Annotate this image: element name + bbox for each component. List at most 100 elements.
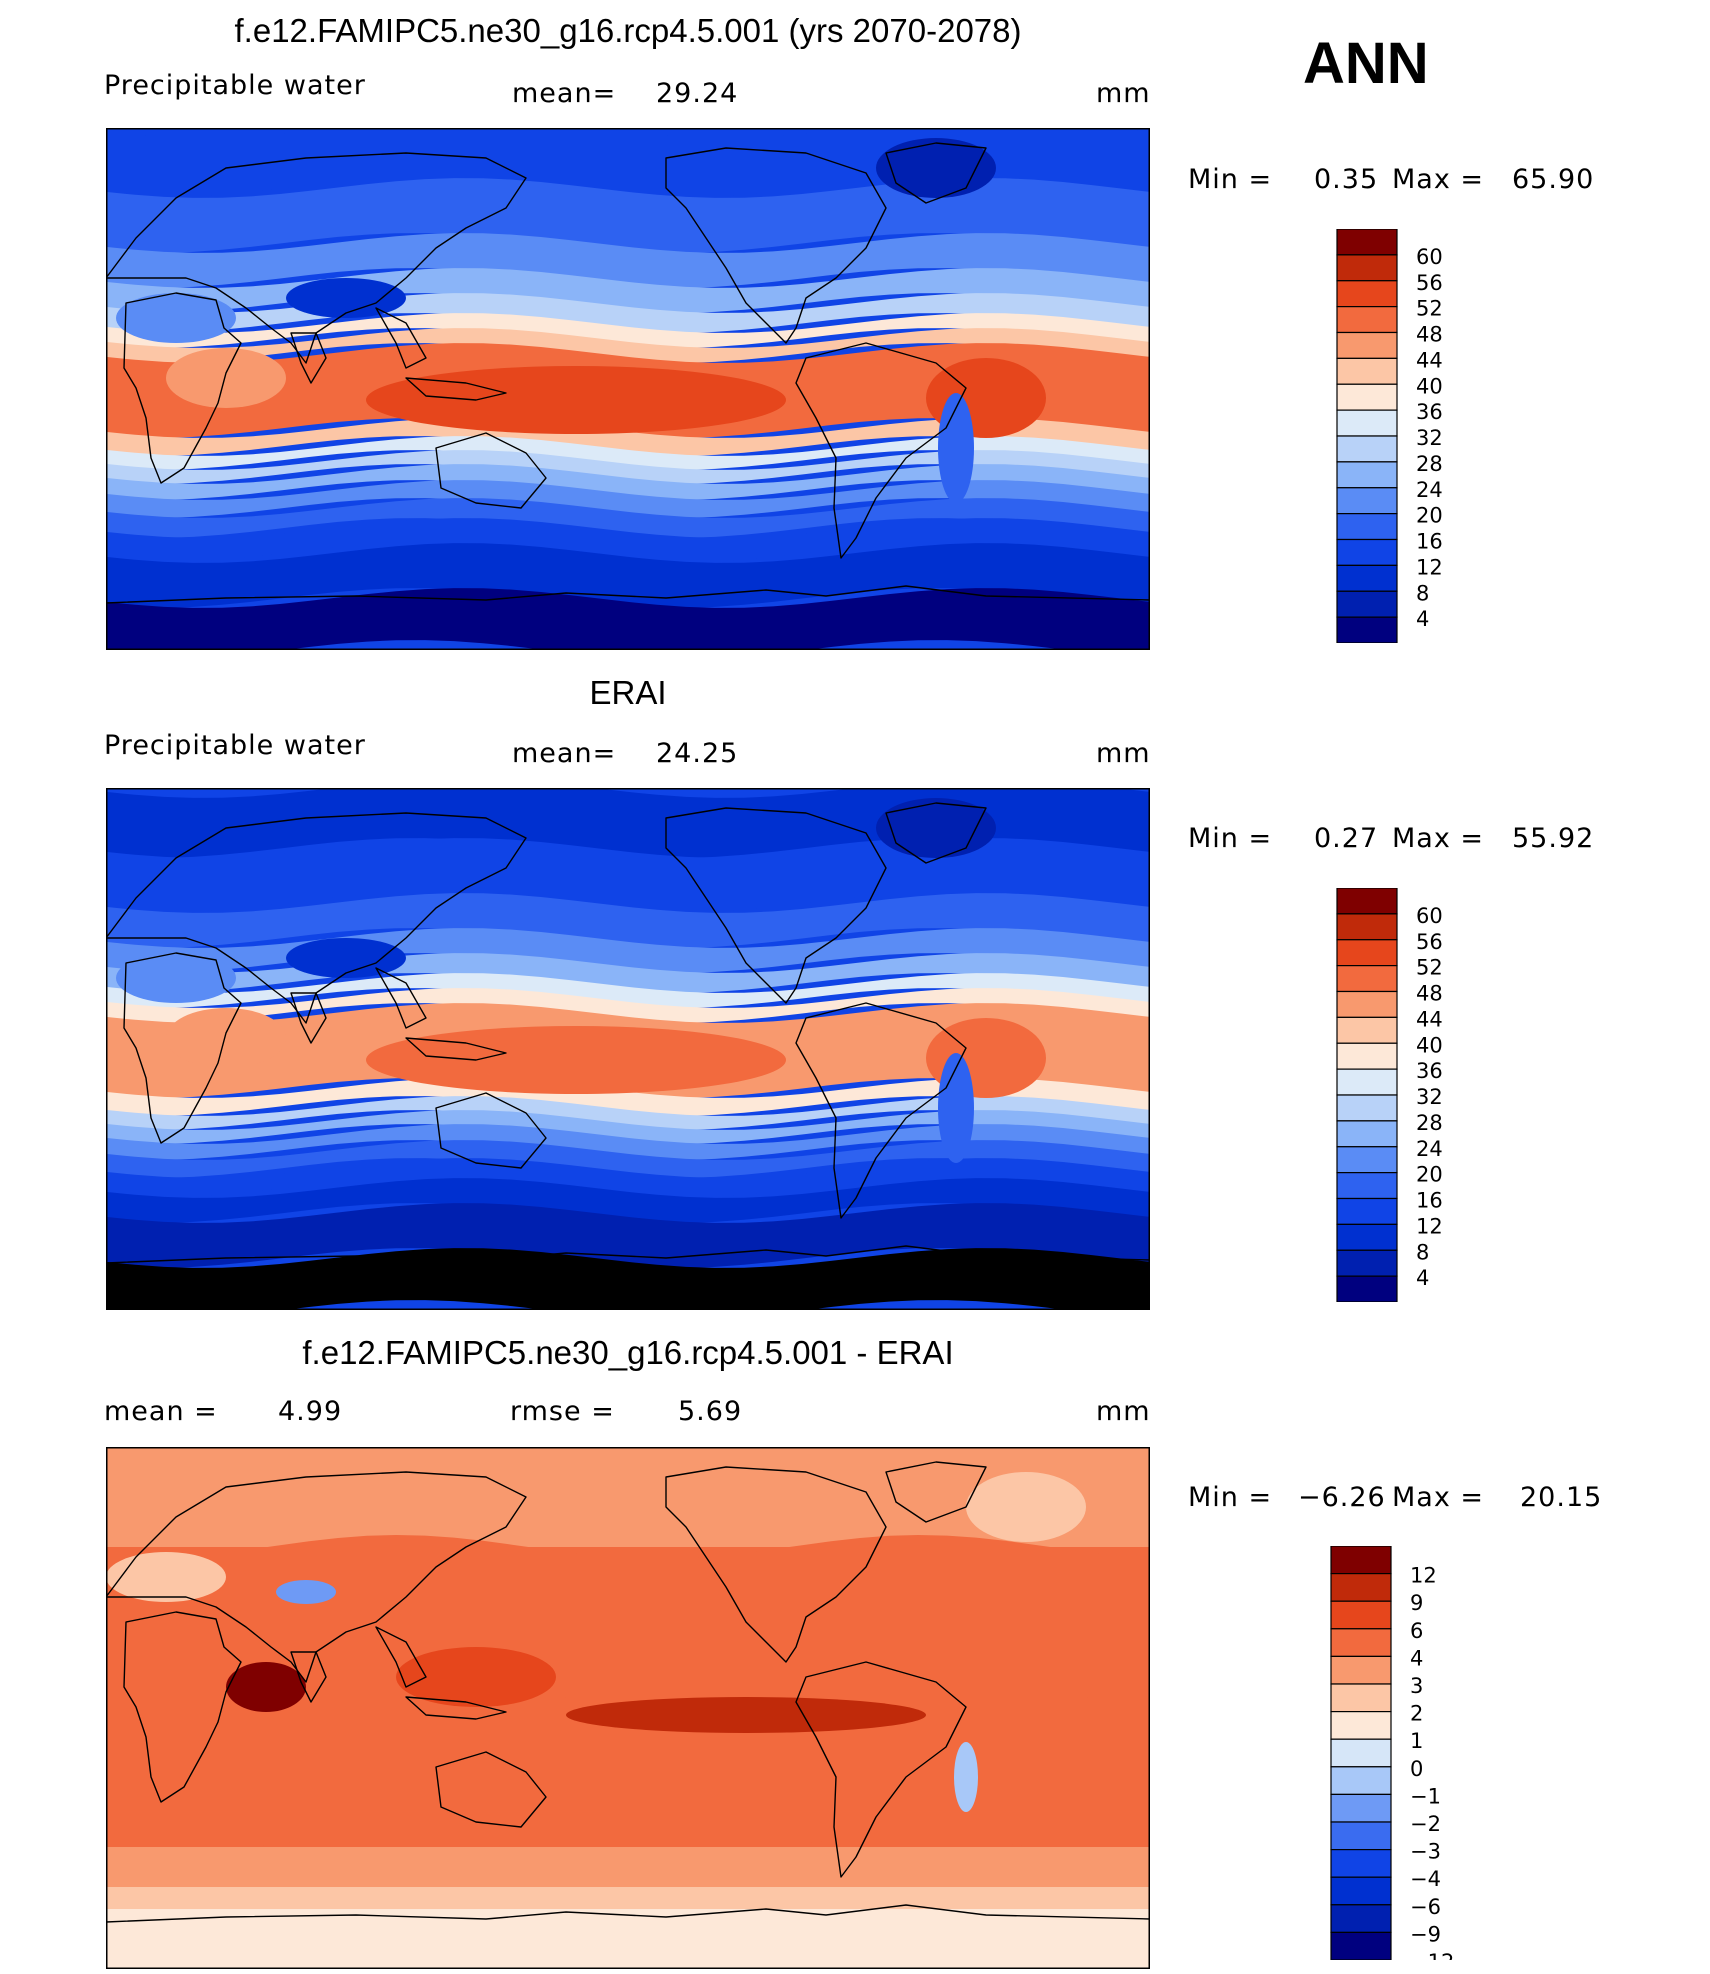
panel1-colorbar-box [1336,229,1398,256]
panel1-mean-value: 29.24 [656,78,739,109]
panel1-colorbar-tick-label: 28 [1416,452,1443,476]
panel1-colorbar-tick-label: 16 [1416,530,1443,554]
panel1-field [106,128,1150,650]
panel3-tibet-neg [276,1580,336,1604]
panel2-colorbar-tick-label: 28 [1416,1111,1443,1135]
panel1-contour-band [106,233,1150,288]
panel1-map [106,128,1150,650]
panel1-contour-band [106,588,1150,650]
panel2-colorbar-tick-label: 32 [1416,1085,1443,1109]
panel2-colorbar: 60 56 52 48 44 40 36 32 28 24 20 16 12 8 4 [1336,888,1476,1302]
coastline [665,1466,887,1663]
panel2-colorbar-box [1336,1120,1398,1148]
panel2-tibet-dry [286,938,406,978]
panel2-contour-band [106,788,1150,858]
panel1-contour-band [106,436,1150,470]
coastline [405,377,507,401]
panel3-colorbar-tick-label: −4 [1410,1867,1441,1891]
panel2-colorbar-box [1336,1223,1398,1251]
panel2-contour-band [106,988,1150,1023]
panel3-colorbar-tick-label: 9 [1410,1591,1423,1615]
panel1-colorbar-box [1336,435,1398,463]
panel2-colorbar-tick-label: 48 [1416,982,1443,1006]
panel3-coastlines [106,1461,1150,1923]
panel1-colorbar-tick-label: 4 [1416,607,1429,631]
panel1-tibet-dry [286,278,406,318]
panel2-colorbar-box [1336,913,1398,941]
panel3-map [106,1447,1150,1969]
panel3-colorbar-tick-label: −12 [1410,1950,1454,1960]
panel1-colorbar-box [1336,590,1398,618]
panel3-andes-neg [954,1742,978,1812]
panel3-colorbar-tick-label: 4 [1410,1646,1423,1670]
panel2-contour-band [106,973,1150,1008]
coastline [375,307,427,369]
panel3-colorbar-box [1330,1683,1392,1713]
panel1-contour-band [106,480,1150,518]
panel1-greenland-dry [876,138,996,198]
panel3-colorbar-tick-label: 12 [1410,1564,1437,1588]
panel2-colorbar-box [1336,1197,1398,1225]
panel1-mean-label: mean= [512,78,617,109]
panel3-colorbar-box [1330,1655,1392,1685]
panel2-andes-dry [938,1053,974,1163]
coastline [405,1696,507,1720]
panel3-max-label: Max = [1392,1482,1485,1513]
panel2-mean-label: mean= [512,738,617,769]
coastline [665,147,887,344]
panel1-warm-pool [366,366,786,434]
panel2-colorbar-tick-label: 36 [1416,1059,1443,1083]
coastline [885,802,987,864]
panel3-africa-max [226,1662,306,1712]
panel1-contour-band [106,464,1150,500]
panel1-colorbar-tick-label: 12 [1416,555,1443,579]
panel3-map-svg [106,1447,1150,1969]
panel2-colorbar-tick-label: 40 [1416,1033,1443,1057]
coastline [290,332,327,384]
panel2-map-frame [106,788,1150,1310]
panel3-mean-label: mean = [104,1396,218,1427]
panel1-colorbar-box [1336,254,1398,282]
panel2-colorbar-box [1336,965,1398,993]
panel3-units: mm [1096,1396,1151,1427]
panel1-max-label: Max = [1392,164,1485,195]
panel1-units: mm [1096,78,1151,109]
panel1-min-label: Min = [1188,164,1273,195]
panel2-colorbar-box [1336,990,1398,1018]
panel1-colorbar-box [1336,538,1398,566]
panel3-colorbar-box [1330,1821,1392,1851]
panel1-colorbar-tick-label: 40 [1416,374,1443,398]
panel3-colorbar-box [1330,1904,1392,1933]
panel3-band-south1 [106,1847,1150,1887]
panel1-contour-band [106,543,1150,608]
coastline [106,812,527,1024]
panel2-contour-band [106,1078,1150,1116]
panel3-colorbar-box [1330,1766,1392,1796]
panel2-map-svg [106,788,1150,1310]
panel2-colorbar-box [1336,1172,1398,1200]
panel3-colorbar-svg: 12 9 6 4 3 2 1 0 −1 −2 −3 −4 −6 −9 −12 [1330,1546,1454,1960]
coastline [885,142,987,204]
coastline [290,992,327,1044]
panel3-colorbar-box [1330,1600,1392,1630]
panel2-contour-band [106,1124,1150,1160]
panel1-colorbar-box [1336,280,1398,308]
panel1-colorbar-tick-label: 44 [1416,348,1443,372]
panel1-andes-dry [938,393,974,503]
coastline [123,952,242,1144]
panel2-units: mm [1096,738,1151,769]
panel2-contour-band [106,1140,1150,1178]
coastline [405,1037,507,1061]
panel3-band-mid [106,1535,1150,1719]
panel1-colorbar-box [1336,409,1398,437]
panel1-contour-band [106,418,1150,456]
panel1-max-value: 65.90 [1512,164,1595,195]
panel1-colorbar-tick-label: 48 [1416,323,1443,347]
panel3-colorbar-tick-label: 1 [1410,1729,1423,1753]
panel2-field [106,788,1150,1310]
coastline [795,1661,967,1878]
panel1-map-svg [106,128,1150,650]
panel1-colorbar-tick-label: 36 [1416,400,1443,424]
